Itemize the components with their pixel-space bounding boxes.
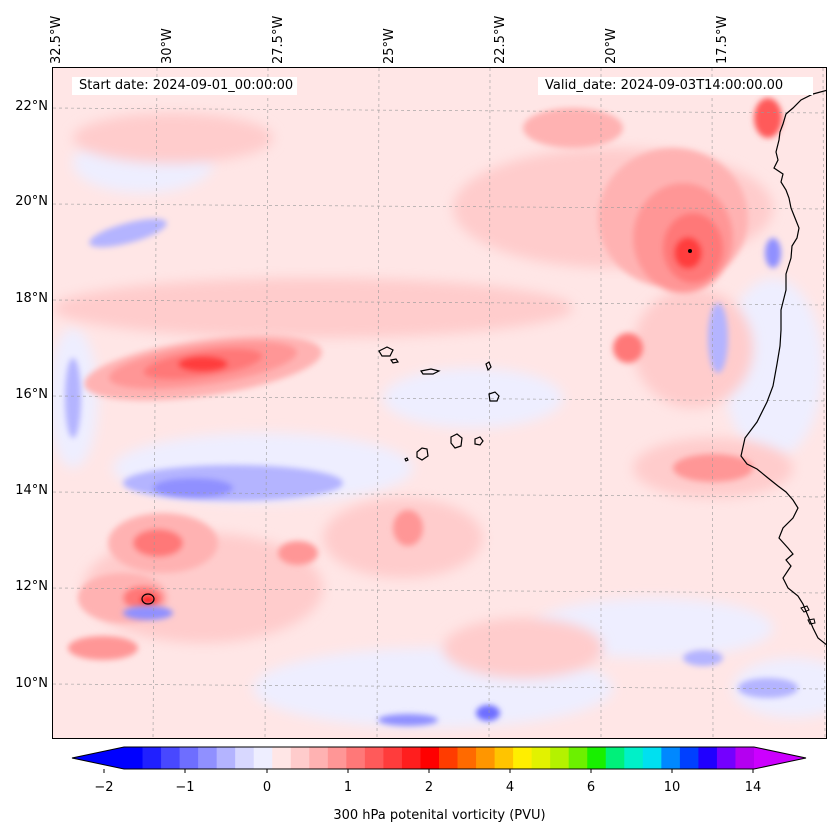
- colorbar-under-arrow: [72, 747, 124, 769]
- colorbar-cell: [327, 747, 347, 769]
- contour-marker: [141, 593, 155, 605]
- colorbar-cell: [420, 747, 440, 769]
- colorbar-cell: [476, 747, 496, 769]
- colorbar-cell: [253, 747, 273, 769]
- colorbar-tick-label: 2: [424, 780, 434, 795]
- colorbar-ticks: [103, 769, 754, 773]
- lat-label: 12°N: [15, 579, 48, 594]
- colorbar-cell: [587, 747, 607, 769]
- colorbar-cell: [531, 747, 551, 769]
- colorbar-cell: [642, 747, 662, 769]
- valid-date-label: Valid_date: 2024-09-03T14:00:00.00: [538, 77, 813, 95]
- colorbar-cell: [124, 747, 144, 769]
- colorbar-cells: [124, 747, 755, 769]
- coastal-islands: [800, 605, 816, 625]
- colorbar-over-arrow: [754, 747, 806, 769]
- colorbar-cell: [716, 747, 737, 769]
- colorbar-tick-label: −2: [94, 780, 114, 795]
- island-outlines: [378, 346, 500, 462]
- colorbar-cell: [513, 747, 533, 769]
- colorbar-tick-label: 14: [744, 780, 762, 795]
- colorbar-cell: [216, 747, 236, 769]
- colorbar-tick-label: 10: [663, 780, 681, 795]
- colorbar-tick-label: −1: [175, 780, 195, 795]
- colorbar-cell: [624, 747, 644, 769]
- colorbar-tick-label: 1: [343, 780, 353, 795]
- colorbar-tick-label: 0: [262, 780, 272, 795]
- colorbar-cell: [161, 747, 181, 769]
- field-negative-values: [65, 218, 798, 726]
- colorbar-cell: [550, 747, 570, 769]
- colorbar-cell: [235, 747, 255, 769]
- map-panel: [52, 67, 827, 739]
- colorbar-cell: [364, 747, 385, 769]
- colorbar-cell: [272, 747, 292, 769]
- coastline: [740, 89, 826, 646]
- colorbar-cell: [661, 747, 681, 769]
- colorbar-cell: [198, 747, 218, 769]
- colorbar-cell: [457, 747, 477, 769]
- contour-marker: [688, 249, 692, 253]
- colorbar-cell: [290, 747, 310, 769]
- colorbar-cell: [401, 747, 422, 769]
- lat-label: 22°N: [15, 99, 48, 114]
- colorbar-cell: [605, 747, 625, 769]
- colorbar-cell: [735, 747, 755, 769]
- colorbar-cell: [679, 747, 700, 769]
- colorbar-title: 300 hPa potenital vorticity (PVU): [333, 808, 546, 823]
- colorbar-cell: [698, 747, 718, 769]
- gridlines: [53, 68, 826, 738]
- colorbar-cell: [309, 747, 329, 769]
- lat-label: 20°N: [15, 194, 48, 209]
- colorbar-cell: [346, 747, 366, 769]
- colorbar-cell: [142, 747, 162, 769]
- colorbar-cell: [179, 747, 199, 769]
- colorbar-outline: [71, 746, 807, 770]
- lat-label: 16°N: [15, 387, 48, 402]
- colorbar-tick-label: 6: [586, 780, 596, 795]
- colorbar-cell: [494, 747, 514, 769]
- colorbar-cell: [568, 747, 588, 769]
- start-date-label: Start date: 2024-09-01_00:00:00: [72, 77, 297, 95]
- colorbar-cell: [439, 747, 459, 769]
- lat-label: 14°N: [15, 483, 48, 498]
- pv-field: [53, 68, 826, 738]
- lat-label: 18°N: [15, 291, 48, 306]
- colorbar-tick-label: 4: [505, 780, 515, 795]
- field-high-values: [68, 98, 782, 660]
- colorbar-cell: [383, 747, 403, 769]
- lat-label: 10°N: [15, 676, 48, 691]
